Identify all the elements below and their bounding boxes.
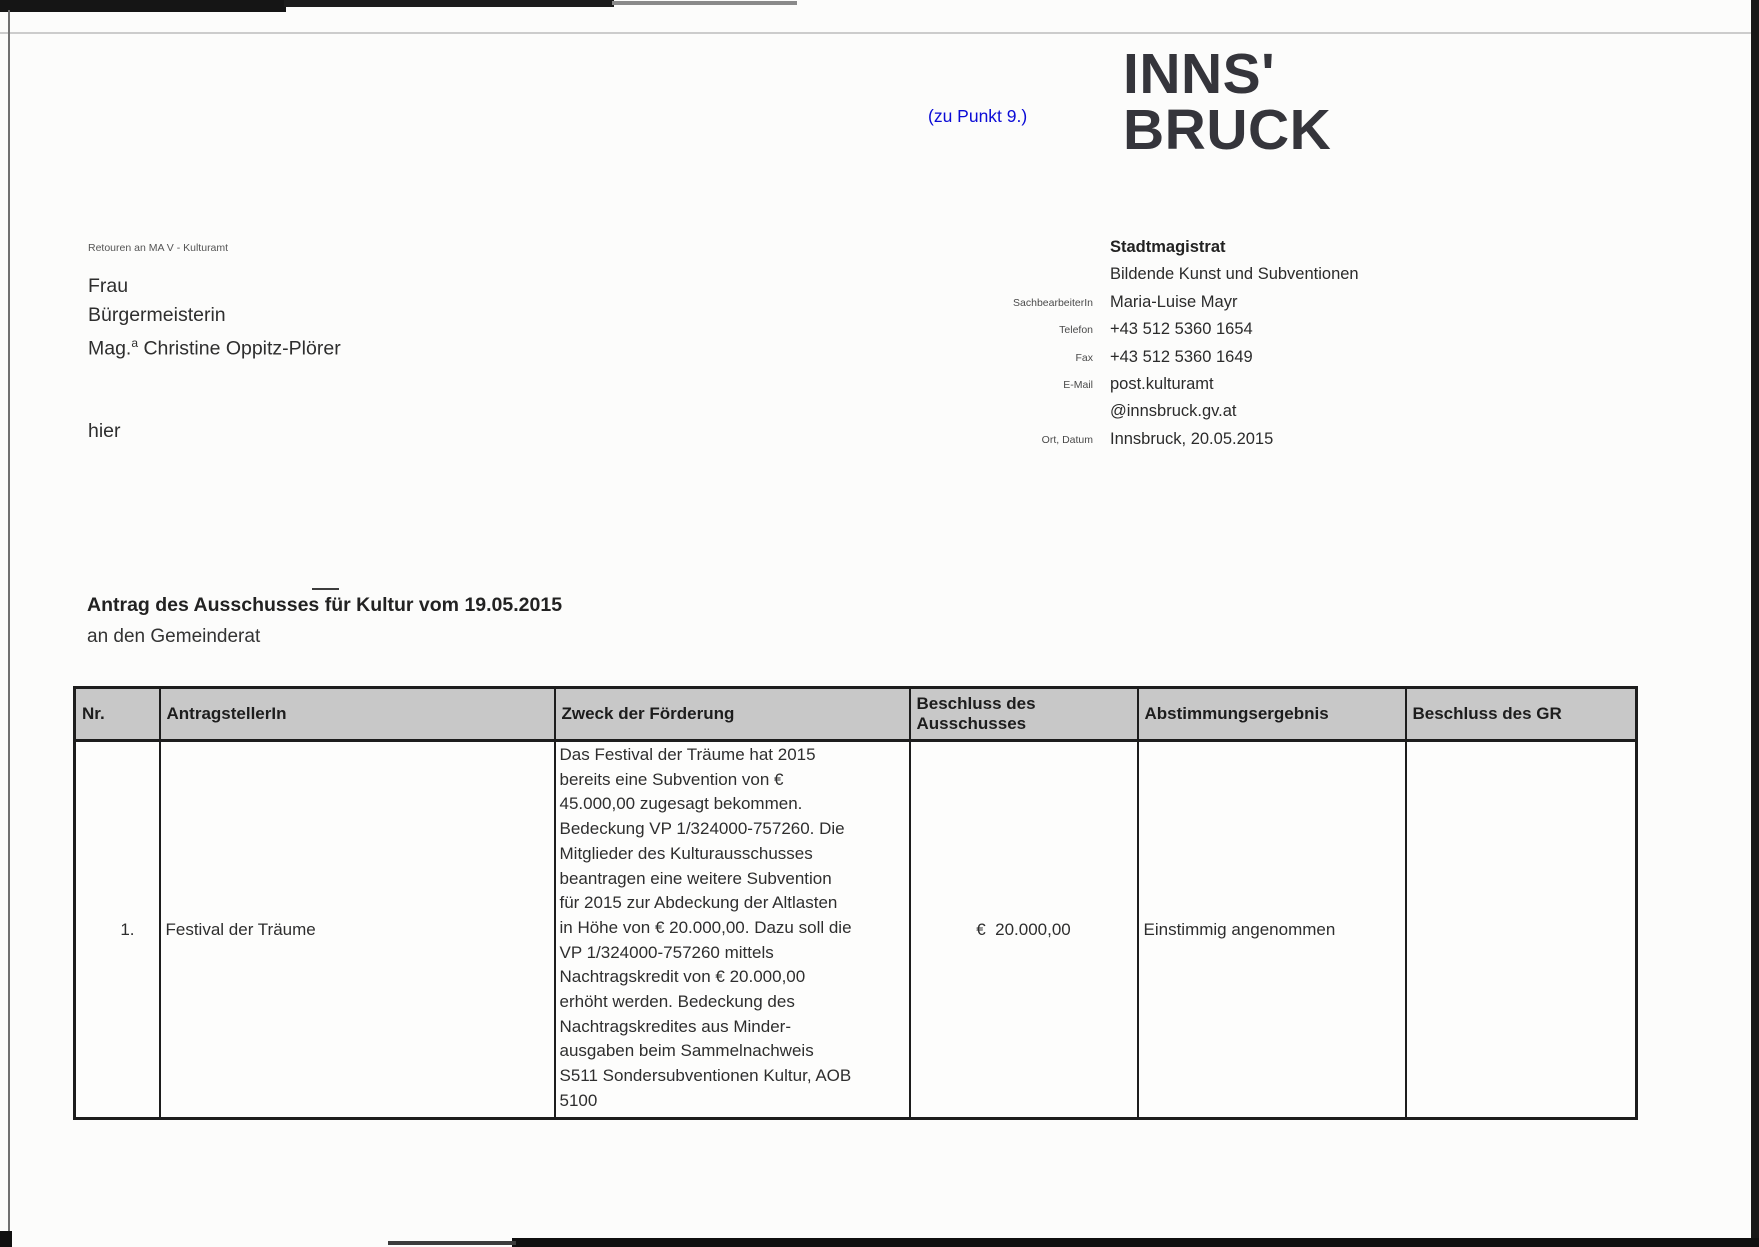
contact-row-place-date: Ort, Datum Innsbruck, 20.05.2015 <box>962 426 1359 453</box>
recipient-address-block: Frau Bürgermeisterin Mag.a Christine Opp… <box>88 272 341 363</box>
scan-artifact-bottom-taper <box>388 1241 516 1245</box>
contact-label-email: E-Mail <box>1063 379 1093 392</box>
column-header-abstimmungsergebnis: Abstimmungsergebnis <box>1136 686 1407 742</box>
return-address-line: Retouren an MA V - Kulturamt <box>88 242 229 254</box>
scan-artifact-left-edge <box>8 10 10 1247</box>
contact-email-address: post.kulturamt @innsbruck.gv.at <box>1110 375 1237 421</box>
contact-label-fax: Fax <box>1075 351 1093 364</box>
scan-artifact-top-bar-thin <box>284 0 614 7</box>
contact-info-block: Stadtmagistrat Bildende Kunst und Subven… <box>962 234 1359 453</box>
document-title: Antrag des Ausschusses für Kultur vom 19… <box>87 594 563 616</box>
cell-funding-purpose: Das Festival der Träume hat 2015 bereits… <box>553 739 911 1120</box>
contact-org: Stadtmagistrat <box>1110 238 1226 256</box>
contact-label-empty <box>962 261 1110 269</box>
contact-clerk-name: Maria-Luise Mayr <box>1110 292 1238 311</box>
recipient-name-superscript: a <box>131 336 139 350</box>
document-subtitle: an den Gemeinderat <box>87 626 261 647</box>
recipient-salutation: Frau <box>88 275 129 297</box>
cell-vote-result: Einstimmig angenommen <box>1136 739 1407 1120</box>
contact-row-email: E-Mail post.kulturamt @innsbruck.gv.at <box>962 371 1359 426</box>
innsbruck-logo: INNS' BRUCK <box>1123 42 1332 162</box>
column-header-nr: Nr. <box>73 686 161 742</box>
contact-department: Bildende Kunst und Subventionen <box>1110 265 1359 284</box>
contact-row-fax: Fax +43 512 5360 1649 <box>962 344 1359 371</box>
table-header-row: Nr. AntragstellerIn Zweck der Förderung … <box>73 686 1638 742</box>
recipient-name: Mag.a Christine Oppitz-Plörer <box>88 329 341 363</box>
contact-phone-number: +43 512 5360 1654 <box>1110 320 1253 339</box>
scan-artifact-bottom-bar <box>512 1238 1759 1247</box>
scan-artifact-horizontal-line <box>0 32 1759 34</box>
cell-applicant: Festival der Träume <box>158 739 556 1120</box>
scan-artifact-bottom-left-corner <box>0 1231 12 1247</box>
recipient-name-rest: Christine Oppitz-Plörer <box>138 337 341 360</box>
scan-artifact-right-edge <box>1751 0 1759 1247</box>
cell-row-number: 1. <box>73 739 161 1120</box>
recipient-title: Bürgermeisterin <box>88 303 226 326</box>
scan-artifact-top-smudge <box>612 1 797 5</box>
contact-fax-number: +43 512 5360 1649 <box>1110 347 1253 366</box>
scan-artifact-dash-above-title <box>312 588 339 590</box>
recipient-location-hier: hier <box>88 420 121 442</box>
table-row: 1. Festival der Träume Das Festival der … <box>73 739 1638 1120</box>
column-header-beschluss-ausschuss: Beschluss des Ausschusses <box>908 686 1139 742</box>
agenda-point-reference: (zu Punkt 9.) <box>928 106 1028 126</box>
contact-place-date: Innsbruck, 20.05.2015 <box>1110 429 1274 448</box>
committee-motions-table: Nr. AntragstellerIn Zweck der Förderung … <box>73 686 1638 1120</box>
contact-label-phone: Telefon <box>1059 324 1093 337</box>
scan-artifact-top-bar <box>0 0 286 12</box>
innsbruck-logo-line1: INNS' <box>1123 42 1276 106</box>
cell-gr-decision <box>1404 739 1638 1120</box>
contact-label-place-date: Ort, Datum <box>1041 433 1093 446</box>
contact-row-org: Stadtmagistrat <box>962 234 1359 261</box>
innsbruck-logo-line2: BRUCK <box>1123 98 1332 162</box>
contact-row-phone: Telefon +43 512 5360 1654 <box>962 316 1359 343</box>
contact-label-empty <box>962 234 1110 242</box>
cell-committee-decision: € 20.000,00 <box>908 739 1139 1120</box>
column-header-beschluss-gr: Beschluss des GR <box>1404 686 1638 742</box>
contact-label-clerk: SachbearbeiterIn <box>1013 296 1093 309</box>
contact-row-department: Bildende Kunst und Subventionen <box>962 261 1359 288</box>
contact-row-clerk: SachbearbeiterIn Maria-Luise Mayr <box>962 289 1359 316</box>
column-header-zweck: Zweck der Förderung <box>553 686 911 742</box>
column-header-antragstellerin: AntragstellerIn <box>158 686 556 742</box>
recipient-name-prefix: Mag. <box>88 337 132 360</box>
